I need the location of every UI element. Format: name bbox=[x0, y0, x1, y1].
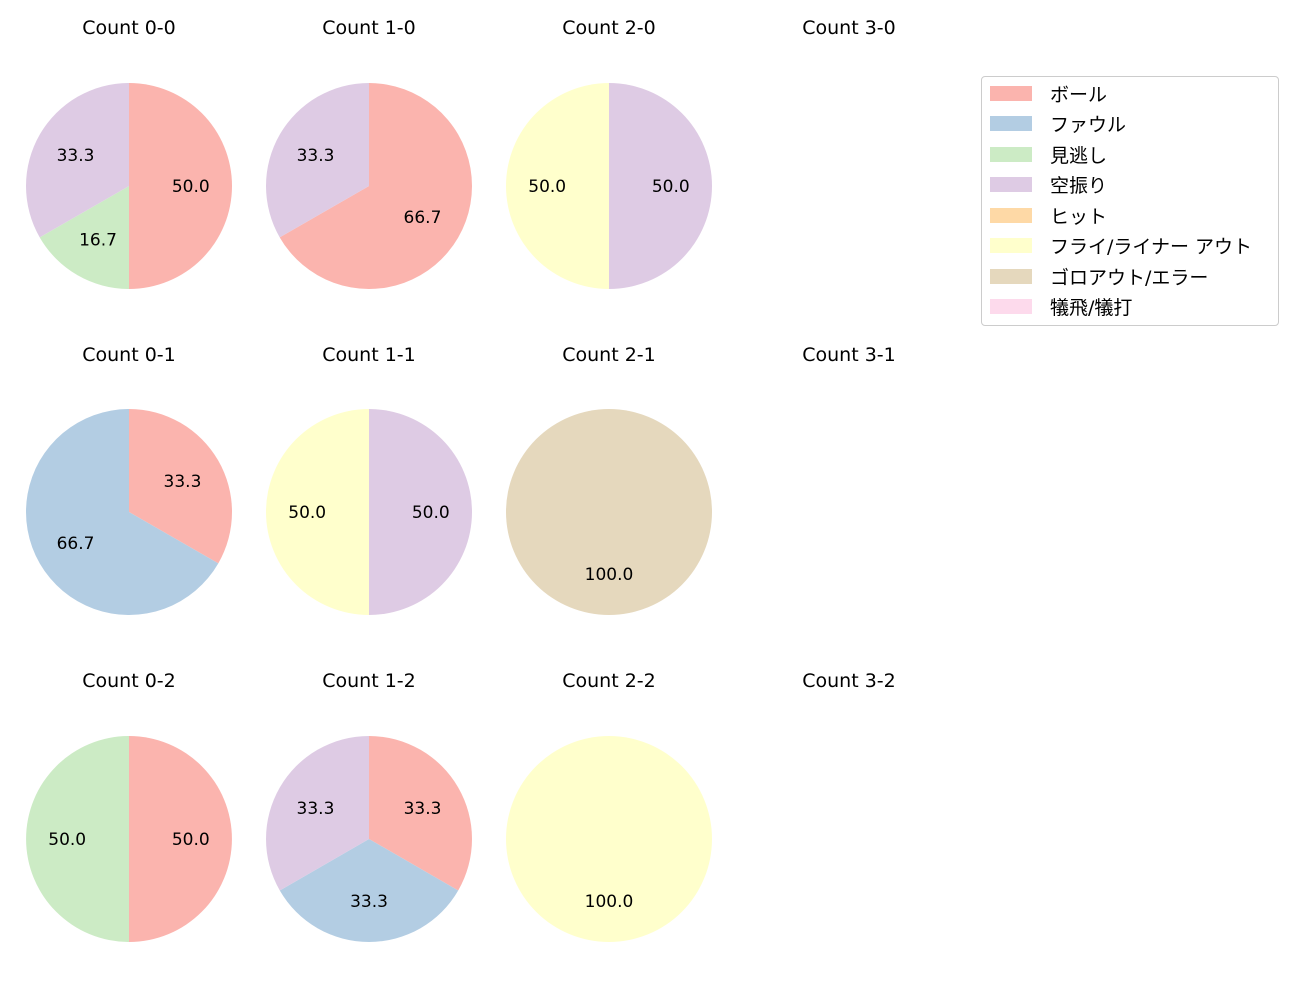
pie-slice bbox=[39, 186, 129, 289]
slice-label: 33.3 bbox=[350, 892, 388, 912]
pie-slice bbox=[266, 83, 369, 238]
legend-swatch bbox=[990, 299, 1032, 314]
slice-label: 100.0 bbox=[585, 892, 634, 912]
pie-title: Count 0-1 bbox=[82, 344, 176, 366]
slice-label: 50.0 bbox=[172, 830, 210, 850]
legend-item: ゴロアウト/エラー bbox=[990, 266, 1208, 289]
legend-label: ファウル bbox=[1050, 114, 1127, 136]
pie-title: Count 3-2 bbox=[802, 670, 896, 692]
pie-slice bbox=[506, 736, 712, 942]
pie-slice bbox=[26, 736, 129, 942]
legend-label: 空振り bbox=[1050, 175, 1108, 197]
slice-label: 100.0 bbox=[585, 565, 634, 585]
slice-label: 50.0 bbox=[48, 830, 86, 850]
slice-label: 66.7 bbox=[57, 534, 95, 554]
legend-item: ヒット bbox=[990, 205, 1107, 228]
pie-slice bbox=[25, 83, 129, 238]
legend: ボールファウル見逃し空振りヒットフライ/ライナー アウト ゴロアウト/エラー 犠飛/… bbox=[981, 76, 1279, 326]
slice-label: 50.0 bbox=[172, 177, 210, 197]
pie-slice bbox=[129, 736, 232, 942]
pie-slice bbox=[129, 409, 233, 564]
legend-item: 犠飛/犠打 bbox=[990, 297, 1132, 319]
pie-slice bbox=[129, 83, 232, 289]
legend-swatch bbox=[990, 146, 1032, 162]
pie-slice bbox=[609, 83, 712, 289]
pie-chart: 33.3 66.7 bbox=[26, 409, 233, 615]
pie-slice bbox=[369, 736, 472, 891]
legend-item: 見逃し bbox=[990, 144, 1107, 167]
slice-label: 33.3 bbox=[297, 146, 335, 166]
legend-label: ゴロアウト/エラー bbox=[1050, 266, 1209, 289]
pie-title: Count 2-1 bbox=[562, 344, 656, 366]
pie-chart: 100.0 bbox=[506, 736, 712, 942]
legend-item: フライ/ライナー アウト bbox=[990, 236, 1252, 258]
pie-chart: 50.0 16.7 33.3 bbox=[25, 83, 232, 289]
pie-title: Count 1-2 bbox=[322, 670, 416, 692]
pie-chart: 50.0 50.0 bbox=[26, 736, 232, 942]
legend-swatch bbox=[990, 268, 1032, 284]
pie-slice bbox=[506, 83, 609, 289]
legend-swatch bbox=[990, 238, 1032, 253]
slice-label: 33.3 bbox=[297, 799, 335, 819]
slice-label: 50.0 bbox=[288, 503, 326, 523]
slice-label: 50.0 bbox=[528, 177, 566, 197]
legend-swatch bbox=[990, 207, 1032, 223]
slice-label: 66.7 bbox=[404, 208, 442, 228]
legend-label: 犠飛/犠打 bbox=[1050, 297, 1133, 319]
slice-label: 50.0 bbox=[412, 503, 450, 523]
slice-label: 16.7 bbox=[79, 230, 117, 250]
legend-label: フライ/ライナー アウト bbox=[1050, 236, 1253, 258]
legend-swatch bbox=[990, 177, 1032, 192]
pie-title: Count 0-0 bbox=[82, 17, 176, 39]
pie-slice bbox=[266, 409, 369, 615]
legend-label: ヒット bbox=[1050, 205, 1108, 228]
slice-label: 33.3 bbox=[404, 799, 442, 819]
legend-item: ファウル bbox=[990, 114, 1126, 136]
pie-slice bbox=[26, 409, 219, 615]
slice-label: 50.0 bbox=[652, 177, 690, 197]
pie-chart: 50.0 50.0 bbox=[506, 83, 712, 289]
pie-chart: 50.0 50.0 bbox=[266, 409, 472, 615]
pie-slice bbox=[266, 736, 369, 891]
slice-label: 33.3 bbox=[57, 146, 95, 166]
pie-slice bbox=[279, 83, 472, 289]
legend-item: ボール bbox=[990, 83, 1107, 106]
legend-swatch bbox=[990, 116, 1032, 131]
legend-swatch bbox=[990, 85, 1032, 101]
legend-label: ボール bbox=[1050, 83, 1108, 106]
pie-chart: 66.7 33.3 bbox=[266, 83, 472, 289]
legend-item: 空振り bbox=[990, 175, 1107, 197]
pie-title: Count 3-1 bbox=[802, 344, 896, 366]
pie-title: Count 2-0 bbox=[562, 17, 656, 39]
pie-slice bbox=[506, 409, 712, 615]
slice-label: 33.3 bbox=[164, 472, 202, 492]
pie-title: Count 2-2 bbox=[562, 670, 656, 692]
pie-chart: 100.0 bbox=[506, 409, 712, 615]
pie-title: Count 1-1 bbox=[322, 344, 416, 366]
legend-label: 見逃し bbox=[1050, 144, 1108, 167]
pie-title: Count 0-2 bbox=[82, 670, 176, 692]
pie-title: Count 3-0 bbox=[802, 17, 896, 39]
pie-chart: 33.3 33.3 33.3 bbox=[266, 736, 472, 942]
pie-slice bbox=[369, 409, 472, 615]
pie-title: Count 1-0 bbox=[322, 17, 416, 39]
